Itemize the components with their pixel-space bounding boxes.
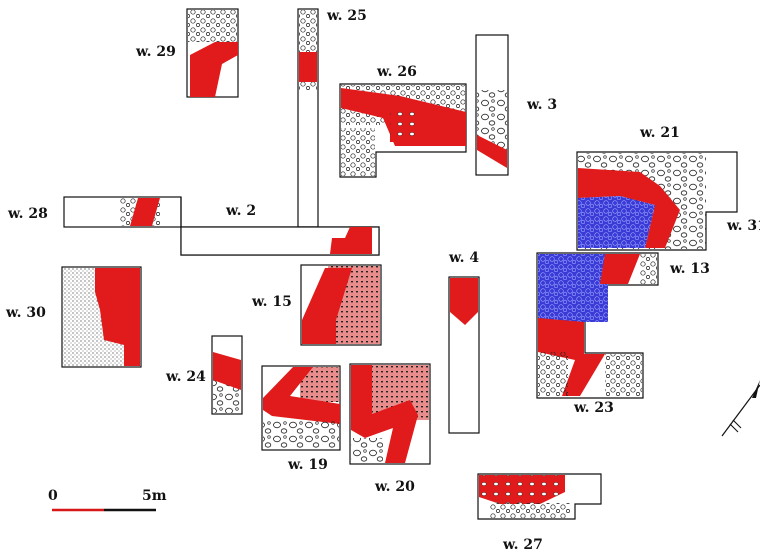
trench-w28: w. 28: [7, 196, 182, 228]
scale-end-label: 5m: [142, 488, 167, 504]
trench-label-w20: w. 20: [374, 479, 415, 495]
trench-label-w30: w. 30: [5, 305, 46, 321]
trench-w27: w. 27: [477, 473, 602, 553]
trench-w13: w. 13 w. 23: [536, 252, 710, 416]
trench-label-w25: w. 25: [326, 8, 367, 24]
trench-label-w4: w. 4: [448, 250, 479, 266]
trench-w21: w. 21 w. 31: [576, 125, 760, 251]
trench-w4: w. 4: [448, 250, 480, 434]
trench-label-w13: w. 13: [669, 261, 710, 277]
trench-w2: w. 2: [180, 197, 380, 256]
trench-label-w26: w. 26: [376, 64, 417, 80]
trench-label-w31: w. 31: [726, 218, 760, 234]
trench-w29: w. 29: [135, 8, 239, 98]
trench-w26: w. 26: [339, 64, 467, 178]
trench-label-w15: w. 15: [251, 294, 292, 310]
trench-w24: w. 24: [165, 335, 243, 415]
trench-w30: w. 30: [5, 266, 142, 368]
scale-start-label: 0: [48, 488, 58, 504]
scale-bar: 0 5m: [48, 488, 167, 512]
trench-w3: w. 3: [475, 34, 557, 176]
north-arrow-icon: [721, 380, 760, 437]
trench-w15: w. 15: [251, 264, 382, 346]
trench-w20: w. 20: [349, 363, 431, 495]
trench-label-w27: w. 27: [502, 537, 543, 553]
trench-label-w19: w. 19: [287, 457, 328, 473]
trench-label-w24: w. 24: [165, 369, 206, 385]
trench-label-w3: w. 3: [526, 97, 557, 113]
trench-label-w21: w. 21: [639, 125, 680, 141]
trench-label-w23: w. 23: [573, 400, 614, 416]
trench-w25: w. 25: [297, 8, 367, 228]
trench-w19: w. 19: [261, 365, 341, 473]
trench-label-w28: w. 28: [7, 206, 48, 222]
trench-label-w29: w. 29: [135, 44, 176, 60]
trench-label-w2: w. 2: [225, 203, 256, 219]
